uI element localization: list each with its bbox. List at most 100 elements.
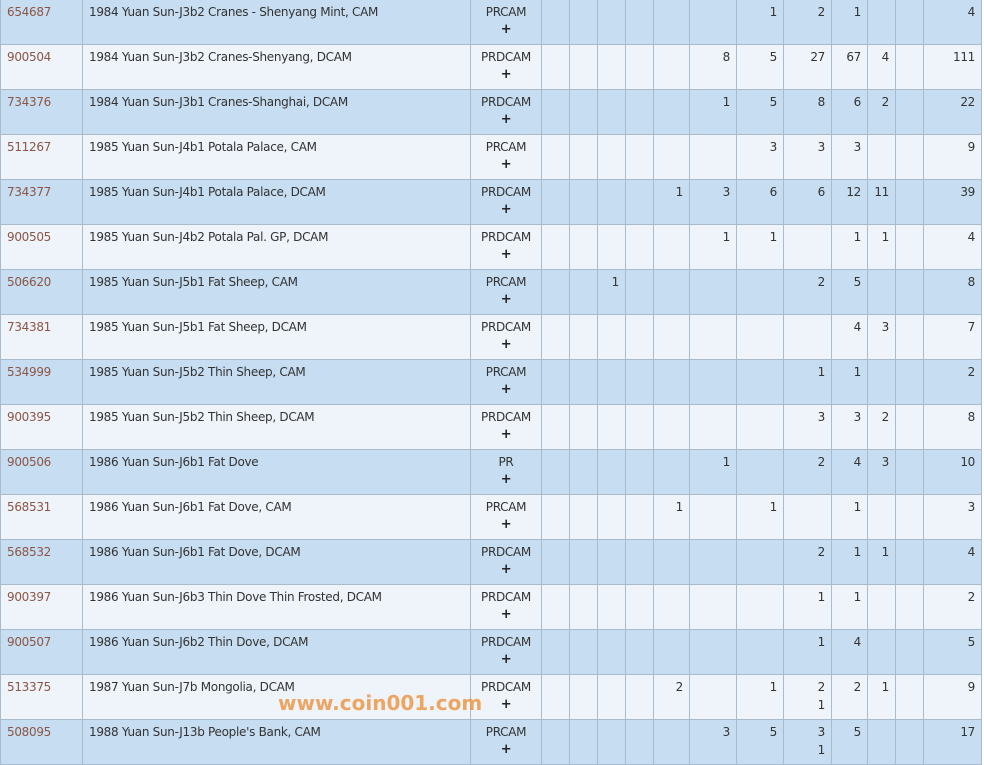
coin-id-link[interactable]: 900506 [7, 455, 52, 469]
plus-icon[interactable]: + [500, 472, 512, 487]
grade-count: 1 [783, 359, 832, 405]
grade-count: 3 [867, 449, 896, 495]
table-row: 900504 1984 Yuan Sun-J3b2 Cranes-Shenyang… [0, 44, 982, 90]
grade-count [895, 179, 924, 225]
coin-id-link[interactable]: 508095 [7, 725, 52, 739]
coin-id-cell: 506620 [0, 269, 83, 315]
coin-id-link[interactable]: 568532 [7, 545, 52, 559]
grade-count [689, 494, 737, 540]
table-row: 900506 1986 Yuan Sun-J6b1 Fat Dove PR +1 2 4 3… [0, 449, 982, 495]
table-row: 513375 1987 Yuan Sun-J7b Mongolia, DCAM PR… [0, 674, 982, 720]
grade-count: 1 [736, 224, 784, 270]
coin-id-link[interactable]: 900505 [7, 230, 52, 244]
coin-id-link[interactable]: 734377 [7, 185, 52, 199]
grade-count [867, 269, 896, 315]
coin-id-link[interactable]: 568531 [7, 500, 52, 514]
grade-count [625, 359, 654, 405]
grade-count [597, 224, 626, 270]
table-row: 568531 1986 Yuan Sun-J6b1 Fat Dove, CAM PR… [0, 494, 982, 540]
grade-count: 3 1 [783, 719, 832, 765]
plus-icon[interactable]: + [500, 67, 512, 82]
grade-count [867, 0, 896, 45]
coin-id-link[interactable]: 900507 [7, 635, 52, 649]
grade-count: 3 [689, 179, 737, 225]
plus-icon[interactable]: + [500, 562, 512, 577]
coin-id-link[interactable]: 511267 [7, 140, 52, 154]
total-count: 3 [923, 494, 982, 540]
grade-cell: PRDCAM + [470, 314, 542, 360]
grade-count [895, 584, 924, 630]
table-row: 900505 1985 Yuan Sun-J4b2 Potala Pal. GP,… [0, 224, 982, 270]
grade-count: 27 [783, 44, 832, 90]
grade-count [541, 134, 570, 180]
grade-count [653, 269, 690, 315]
grade-count: 1 [736, 494, 784, 540]
plus-icon[interactable]: + [500, 202, 512, 217]
plus-icon[interactable]: + [500, 292, 512, 307]
grade-count [541, 359, 570, 405]
plus-icon[interactable]: + [500, 157, 512, 172]
table-row: 506620 1985 Yuan Sun-J5b1 Fat Sheep, CAM P… [0, 269, 982, 315]
coin-id-link[interactable]: 513375 [7, 680, 52, 694]
coin-id-cell: 534999 [0, 359, 83, 405]
grade-count [541, 404, 570, 450]
grade-count [653, 224, 690, 270]
grade-count [895, 404, 924, 450]
grade-count: 6 [831, 89, 868, 135]
grade-count [569, 494, 598, 540]
grade-label: PRCAM [485, 500, 527, 514]
coin-id-link[interactable]: 654687 [7, 5, 52, 19]
total-count: 9 [923, 674, 982, 720]
coin-id-link[interactable]: 900504 [7, 50, 52, 64]
grade-count: 1 [597, 269, 626, 315]
plus-icon[interactable]: + [500, 427, 512, 442]
plus-icon[interactable]: + [500, 337, 512, 352]
total-count: 39 [923, 179, 982, 225]
coin-id-link[interactable]: 734381 [7, 320, 52, 334]
grade-count [689, 584, 737, 630]
grade-count [541, 0, 570, 45]
grade-count [895, 0, 924, 45]
table-row: 734381 1985 Yuan Sun-J5b1 Fat Sheep, DCAM… [0, 314, 982, 360]
coin-id-link[interactable]: 900395 [7, 410, 52, 424]
grade-count [895, 719, 924, 765]
plus-icon[interactable]: + [500, 742, 512, 757]
coin-description: 1984 Yuan Sun-J3b2 Cranes-Shenyang, DCAM [82, 44, 471, 90]
grade-cell: PRDCAM + [470, 539, 542, 585]
total-count: 4 [923, 539, 982, 585]
plus-icon[interactable]: + [500, 517, 512, 532]
grade-count [736, 314, 784, 360]
coin-id-link[interactable]: 506620 [7, 275, 52, 289]
grade-count [689, 629, 737, 675]
grade-label: PRCAM [485, 725, 527, 739]
table-row: 508095 1988 Yuan Sun-J13b People's Bank, … [0, 719, 982, 765]
grade-count [895, 89, 924, 135]
grade-count [895, 224, 924, 270]
coin-id-link[interactable]: 734376 [7, 95, 52, 109]
grade-label: PRDCAM [481, 50, 531, 64]
grade-count [569, 719, 598, 765]
coin-id-cell: 568532 [0, 539, 83, 585]
coin-description: 1984 Yuan Sun-J3b1 Cranes-Shanghai, DCAM [82, 89, 471, 135]
total-count: 17 [923, 719, 982, 765]
plus-icon[interactable]: + [500, 697, 512, 712]
plus-icon[interactable]: + [500, 22, 512, 37]
plus-icon[interactable]: + [500, 382, 512, 397]
grade-count: 1 [831, 494, 868, 540]
grade-count: 4 [831, 629, 868, 675]
grade-count: 6 [783, 179, 832, 225]
coin-id-link[interactable]: 900397 [7, 590, 52, 604]
plus-icon[interactable]: + [500, 652, 512, 667]
grade-count [597, 0, 626, 45]
plus-icon[interactable]: + [500, 247, 512, 262]
grade-count [569, 404, 598, 450]
grade-count [736, 404, 784, 450]
coin-description: 1985 Yuan Sun-J4b1 Potala Palace, DCAM [82, 179, 471, 225]
grade-count [895, 494, 924, 540]
table-row: 568532 1986 Yuan Sun-J6b1 Fat Dove, DCAM P… [0, 539, 982, 585]
grade-count: 1 [736, 674, 784, 720]
plus-icon[interactable]: + [500, 607, 512, 622]
coin-id-link[interactable]: 534999 [7, 365, 52, 379]
plus-icon[interactable]: + [500, 112, 512, 127]
